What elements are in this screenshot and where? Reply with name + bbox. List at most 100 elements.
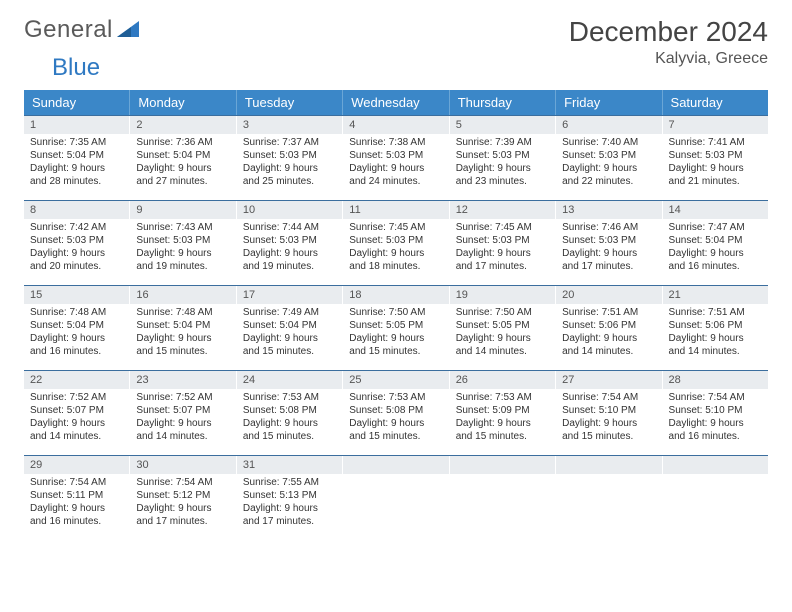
week-row: 8Sunrise: 7:42 AMSunset: 5:03 PMDaylight… [24, 200, 768, 285]
day-number: 24 [237, 371, 342, 389]
day-number: 26 [450, 371, 555, 389]
day-body: Sunrise: 7:53 AMSunset: 5:08 PMDaylight:… [343, 389, 448, 447]
dow-cell: Wednesday [343, 90, 449, 115]
day-number: 3 [237, 116, 342, 134]
day-body: Sunrise: 7:39 AMSunset: 5:03 PMDaylight:… [450, 134, 555, 192]
day-body: Sunrise: 7:51 AMSunset: 5:06 PMDaylight:… [556, 304, 661, 362]
day-number: 10 [237, 201, 342, 219]
sunrise-text: Sunrise: 7:46 AM [562, 221, 655, 234]
day-cell: 22Sunrise: 7:52 AMSunset: 5:07 PMDayligh… [24, 371, 130, 455]
sunrise-text: Sunrise: 7:52 AM [30, 391, 123, 404]
sunset-text: Sunset: 5:08 PM [349, 404, 442, 417]
day-body: Sunrise: 7:54 AMSunset: 5:12 PMDaylight:… [130, 474, 235, 532]
day-number: 11 [343, 201, 448, 219]
week-row: 29Sunrise: 7:54 AMSunset: 5:11 PMDayligh… [24, 455, 768, 540]
sunrise-text: Sunrise: 7:38 AM [349, 136, 442, 149]
daylight-text: Daylight: 9 hours and 22 minutes. [562, 162, 655, 188]
dow-cell: Thursday [450, 90, 556, 115]
daylight-text: Daylight: 9 hours and 15 minutes. [243, 417, 336, 443]
day-body: Sunrise: 7:52 AMSunset: 5:07 PMDaylight:… [130, 389, 235, 447]
daylight-text: Daylight: 9 hours and 14 minutes. [30, 417, 123, 443]
sunrise-text: Sunrise: 7:51 AM [669, 306, 762, 319]
day-number: 6 [556, 116, 661, 134]
daylight-text: Daylight: 9 hours and 14 minutes. [456, 332, 549, 358]
day-body: Sunrise: 7:55 AMSunset: 5:13 PMDaylight:… [237, 474, 342, 532]
daylight-text: Daylight: 9 hours and 14 minutes. [669, 332, 762, 358]
day-cell: 16Sunrise: 7:48 AMSunset: 5:04 PMDayligh… [130, 286, 236, 370]
day-cell: 20Sunrise: 7:51 AMSunset: 5:06 PMDayligh… [556, 286, 662, 370]
daylight-text: Daylight: 9 hours and 14 minutes. [136, 417, 229, 443]
dow-cell: Saturday [663, 90, 768, 115]
day-number [663, 456, 768, 474]
day-number: 18 [343, 286, 448, 304]
daylight-text: Daylight: 9 hours and 16 minutes. [669, 417, 762, 443]
sunrise-text: Sunrise: 7:54 AM [136, 476, 229, 489]
sunrise-text: Sunrise: 7:44 AM [243, 221, 336, 234]
day-number: 31 [237, 456, 342, 474]
day-cell: 7Sunrise: 7:41 AMSunset: 5:03 PMDaylight… [663, 116, 768, 200]
day-cell: 30Sunrise: 7:54 AMSunset: 5:12 PMDayligh… [130, 456, 236, 540]
sunrise-text: Sunrise: 7:49 AM [243, 306, 336, 319]
daylight-text: Daylight: 9 hours and 15 minutes. [243, 332, 336, 358]
sunset-text: Sunset: 5:03 PM [562, 149, 655, 162]
daylight-text: Daylight: 9 hours and 15 minutes. [456, 417, 549, 443]
sunrise-text: Sunrise: 7:48 AM [136, 306, 229, 319]
sunset-text: Sunset: 5:03 PM [349, 234, 442, 247]
day-number: 28 [663, 371, 768, 389]
sunset-text: Sunset: 5:13 PM [243, 489, 336, 502]
sunset-text: Sunset: 5:04 PM [136, 319, 229, 332]
sunset-text: Sunset: 5:03 PM [243, 234, 336, 247]
day-number: 29 [24, 456, 129, 474]
day-number: 1 [24, 116, 129, 134]
sunset-text: Sunset: 5:07 PM [30, 404, 123, 417]
sunrise-text: Sunrise: 7:54 AM [30, 476, 123, 489]
daylight-text: Daylight: 9 hours and 23 minutes. [456, 162, 549, 188]
daylight-text: Daylight: 9 hours and 17 minutes. [456, 247, 549, 273]
sunset-text: Sunset: 5:10 PM [669, 404, 762, 417]
sunset-text: Sunset: 5:06 PM [562, 319, 655, 332]
logo-triangle-icon [117, 21, 139, 39]
sunset-text: Sunset: 5:04 PM [30, 149, 123, 162]
day-body: Sunrise: 7:54 AMSunset: 5:10 PMDaylight:… [556, 389, 661, 447]
day-cell [556, 456, 662, 540]
sunset-text: Sunset: 5:04 PM [669, 234, 762, 247]
day-body: Sunrise: 7:49 AMSunset: 5:04 PMDaylight:… [237, 304, 342, 362]
daylight-text: Daylight: 9 hours and 17 minutes. [243, 502, 336, 528]
sunset-text: Sunset: 5:04 PM [30, 319, 123, 332]
sunrise-text: Sunrise: 7:35 AM [30, 136, 123, 149]
day-number [556, 456, 661, 474]
day-cell: 24Sunrise: 7:53 AMSunset: 5:08 PMDayligh… [237, 371, 343, 455]
sunset-text: Sunset: 5:03 PM [562, 234, 655, 247]
day-body: Sunrise: 7:44 AMSunset: 5:03 PMDaylight:… [237, 219, 342, 277]
day-number: 23 [130, 371, 235, 389]
week-row: 15Sunrise: 7:48 AMSunset: 5:04 PMDayligh… [24, 285, 768, 370]
day-body: Sunrise: 7:47 AMSunset: 5:04 PMDaylight:… [663, 219, 768, 277]
day-body: Sunrise: 7:35 AMSunset: 5:04 PMDaylight:… [24, 134, 129, 192]
day-number: 2 [130, 116, 235, 134]
sunrise-text: Sunrise: 7:53 AM [243, 391, 336, 404]
day-body: Sunrise: 7:46 AMSunset: 5:03 PMDaylight:… [556, 219, 661, 277]
daylight-text: Daylight: 9 hours and 24 minutes. [349, 162, 442, 188]
day-body: Sunrise: 7:43 AMSunset: 5:03 PMDaylight:… [130, 219, 235, 277]
day-cell: 26Sunrise: 7:53 AMSunset: 5:09 PMDayligh… [450, 371, 556, 455]
day-number: 12 [450, 201, 555, 219]
sunset-text: Sunset: 5:03 PM [669, 149, 762, 162]
day-cell: 17Sunrise: 7:49 AMSunset: 5:04 PMDayligh… [237, 286, 343, 370]
day-body: Sunrise: 7:53 AMSunset: 5:08 PMDaylight:… [237, 389, 342, 447]
day-cell: 31Sunrise: 7:55 AMSunset: 5:13 PMDayligh… [237, 456, 343, 540]
day-number: 13 [556, 201, 661, 219]
day-number: 21 [663, 286, 768, 304]
sunrise-text: Sunrise: 7:43 AM [136, 221, 229, 234]
sunset-text: Sunset: 5:06 PM [669, 319, 762, 332]
day-number: 16 [130, 286, 235, 304]
day-cell: 28Sunrise: 7:54 AMSunset: 5:10 PMDayligh… [663, 371, 768, 455]
day-cell: 19Sunrise: 7:50 AMSunset: 5:05 PMDayligh… [450, 286, 556, 370]
sunset-text: Sunset: 5:11 PM [30, 489, 123, 502]
day-body: Sunrise: 7:50 AMSunset: 5:05 PMDaylight:… [343, 304, 448, 362]
week-row: 22Sunrise: 7:52 AMSunset: 5:07 PMDayligh… [24, 370, 768, 455]
day-cell: 23Sunrise: 7:52 AMSunset: 5:07 PMDayligh… [130, 371, 236, 455]
daylight-text: Daylight: 9 hours and 16 minutes. [30, 502, 123, 528]
sunset-text: Sunset: 5:05 PM [456, 319, 549, 332]
day-body: Sunrise: 7:50 AMSunset: 5:05 PMDaylight:… [450, 304, 555, 362]
sunrise-text: Sunrise: 7:50 AM [456, 306, 549, 319]
